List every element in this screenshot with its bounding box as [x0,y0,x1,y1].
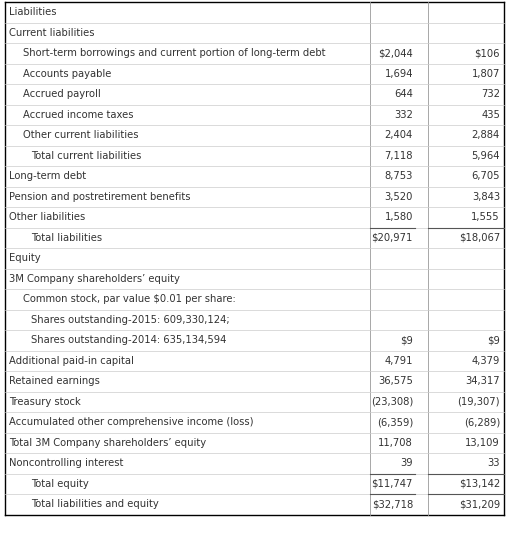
Text: $106: $106 [474,48,500,58]
Text: 332: 332 [394,110,413,120]
Text: 39: 39 [401,458,413,468]
Text: 8,753: 8,753 [385,171,413,181]
Text: 1,807: 1,807 [472,69,500,79]
Text: 2,404: 2,404 [385,130,413,140]
Text: Short-term borrowings and current portion of long-term debt: Short-term borrowings and current portio… [23,48,325,58]
Text: 1,694: 1,694 [384,69,413,79]
Text: 13,109: 13,109 [465,438,500,448]
Text: 2,884: 2,884 [472,130,500,140]
Text: $31,209: $31,209 [459,499,500,509]
Text: Total current liabilities: Total current liabilities [31,151,142,161]
Text: Other liabilities: Other liabilities [9,212,85,222]
Text: Total liabilities and equity: Total liabilities and equity [31,499,159,509]
Text: Liabilities: Liabilities [9,7,56,17]
Text: 1,555: 1,555 [471,212,500,222]
Text: Accrued income taxes: Accrued income taxes [23,110,133,120]
Text: 5,964: 5,964 [471,151,500,161]
Text: $32,718: $32,718 [372,499,413,509]
Text: Equity: Equity [9,253,41,263]
Text: (23,308): (23,308) [371,397,413,407]
Text: Shares outstanding-2015: 609,330,124;: Shares outstanding-2015: 609,330,124; [31,315,230,325]
Text: $20,971: $20,971 [372,233,413,243]
Text: $18,067: $18,067 [459,233,500,243]
Text: $9: $9 [400,335,413,345]
Text: Pension and postretirement benefits: Pension and postretirement benefits [9,192,190,202]
Text: $13,142: $13,142 [459,479,500,489]
Text: (6,359): (6,359) [377,417,413,427]
Text: Accumulated other comprehensive income (loss): Accumulated other comprehensive income (… [9,417,253,427]
Text: Total equity: Total equity [31,479,89,489]
Text: Other current liabilities: Other current liabilities [23,130,138,140]
Text: Total 3M Company shareholders’ equity: Total 3M Company shareholders’ equity [9,438,206,448]
Text: $9: $9 [487,335,500,345]
Text: Noncontrolling interest: Noncontrolling interest [9,458,123,468]
Text: 732: 732 [481,89,500,100]
Text: 6,705: 6,705 [471,171,500,181]
Text: 3M Company shareholders’ equity: 3M Company shareholders’ equity [9,274,180,284]
Text: (19,307): (19,307) [458,397,500,407]
Text: Accounts payable: Accounts payable [23,69,111,79]
Text: 11,708: 11,708 [378,438,413,448]
Text: $11,747: $11,747 [372,479,413,489]
Text: 3,520: 3,520 [385,192,413,202]
Text: 4,791: 4,791 [384,356,413,366]
Text: Current liabilities: Current liabilities [9,28,95,38]
Text: 34,317: 34,317 [465,376,500,386]
Text: Treasury stock: Treasury stock [9,397,81,407]
Text: Long-term debt: Long-term debt [9,171,86,181]
Text: 435: 435 [481,110,500,120]
Text: $2,044: $2,044 [378,48,413,58]
Text: (6,289): (6,289) [464,417,500,427]
Text: Retained earnings: Retained earnings [9,376,100,386]
Text: 33: 33 [488,458,500,468]
Text: Accrued payroll: Accrued payroll [23,89,101,100]
Text: Common stock, par value $0.01 per share:: Common stock, par value $0.01 per share: [23,294,236,304]
Text: Shares outstanding-2014: 635,134,594: Shares outstanding-2014: 635,134,594 [31,335,227,345]
Text: 36,575: 36,575 [378,376,413,386]
Text: 1,580: 1,580 [385,212,413,222]
Text: 3,843: 3,843 [472,192,500,202]
Text: 644: 644 [394,89,413,100]
Text: 4,379: 4,379 [472,356,500,366]
Text: Total liabilities: Total liabilities [31,233,102,243]
Text: Additional paid-in capital: Additional paid-in capital [9,356,134,366]
Text: 7,118: 7,118 [384,151,413,161]
